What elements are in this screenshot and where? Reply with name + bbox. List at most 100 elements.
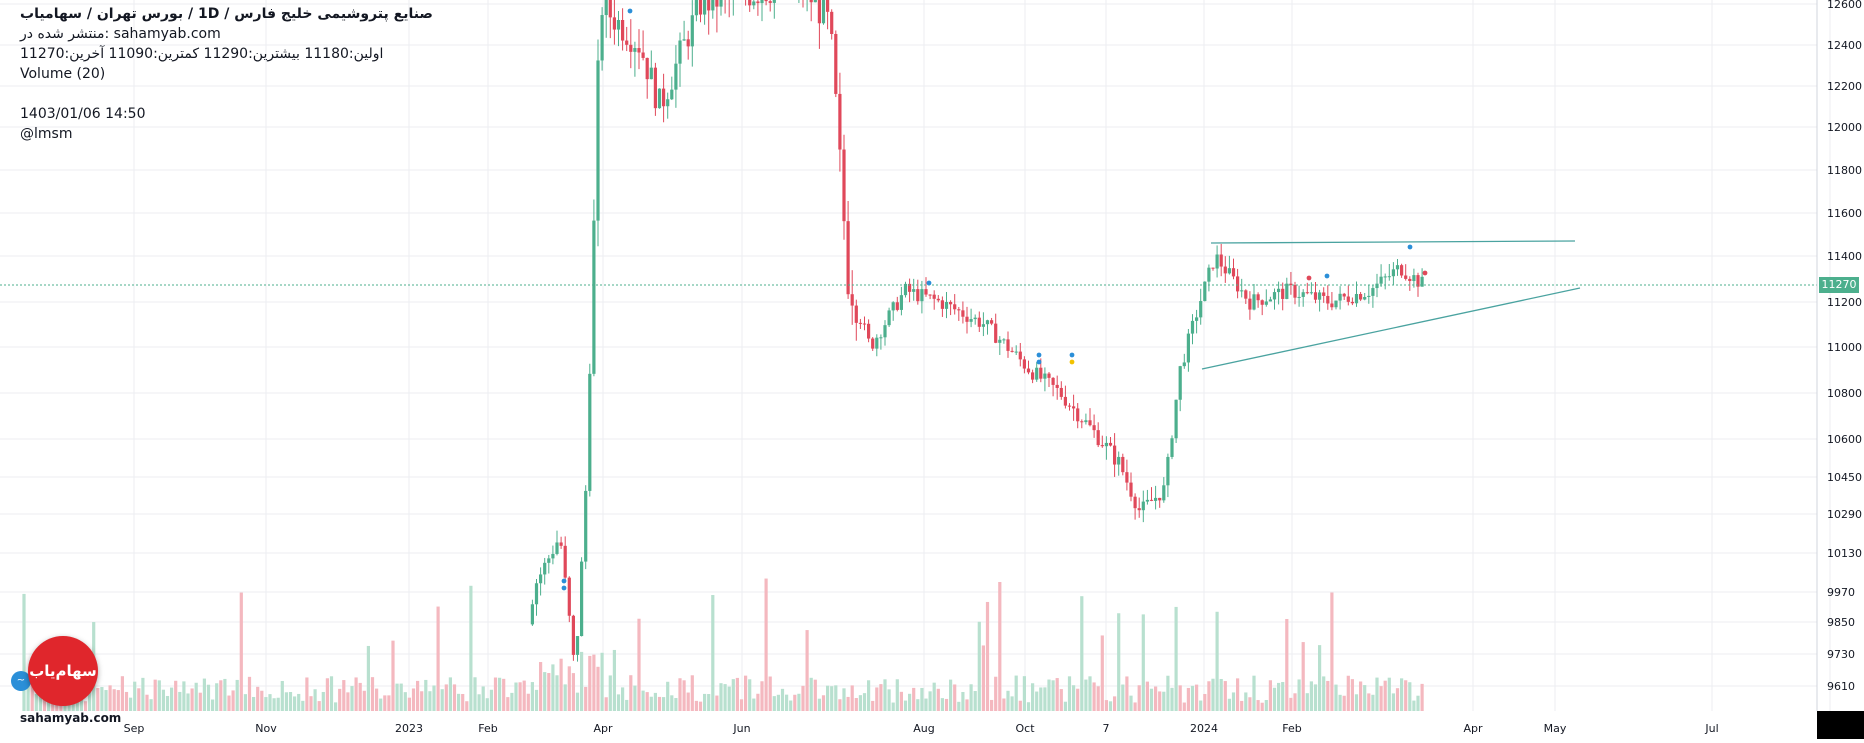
volume-bar [301,700,305,711]
volume-bar [247,676,252,711]
volume-bar [949,679,953,711]
x-tick-label: Aug [913,722,934,735]
volume-bar [1338,694,1342,711]
candle-body [748,0,752,6]
volume-bar [1371,694,1375,711]
volume-bar [313,689,317,711]
timestamp: 1403/01/06 14:50 [20,106,146,122]
volume-bar [522,680,526,711]
volume-bar [457,693,461,711]
volume-bar [366,645,370,711]
candle-body [1383,276,1387,278]
candle-body [821,0,826,24]
candle-body [539,574,543,584]
volume-bar [1043,687,1047,711]
volume-bar [793,694,797,711]
candle-body [1080,421,1084,423]
volume-bar [703,693,707,711]
candle-body [580,561,584,637]
volume-bar [1281,682,1285,711]
candle-body [1391,269,1395,277]
volume-bar [588,655,592,711]
volume-bar [1330,592,1334,711]
volume-bar [387,695,391,711]
volume-bar [571,673,575,711]
volume-bar [539,662,543,711]
candle-body [772,0,776,3]
candle-body [1256,294,1260,301]
candle-body [1240,290,1244,292]
volume-bar [133,681,137,711]
volume-bar [1104,700,1108,711]
candle-body [686,39,690,47]
volume-bar [1018,700,1022,711]
volume-bar [686,692,690,711]
volume-bar [883,679,887,711]
candle-body [1318,292,1322,300]
volume-bar [932,682,936,711]
y-tick-label: 9850 [1827,616,1855,629]
sahamyab-logo[interactable]: سهام‌یاب [28,636,98,706]
volume-label: Volume (20) [20,66,106,82]
candle-body [1166,456,1170,486]
volume-bar [1158,691,1162,711]
candle-body [879,337,883,339]
candle-body [649,67,653,80]
candle-body [670,89,674,100]
volume-bar [1285,618,1289,711]
volume-bar [1289,697,1293,711]
volume-bar [161,689,165,711]
candle-body [895,302,899,310]
volume-bar [198,692,202,711]
volume-bar [256,686,260,711]
volume-bar [1256,700,1260,711]
volume-bar [370,677,375,711]
volume-bar [543,672,547,711]
candle-body [682,39,686,41]
candle-body [858,322,862,324]
volume-bar [1252,675,1256,711]
volume-bar [75,697,79,711]
volume-bar [317,701,321,711]
volume-bar [1248,697,1252,711]
volume-bar [575,692,580,711]
volume-bar [202,678,206,711]
volume-bar [682,680,686,711]
candle-body [912,289,916,292]
volume-bar [1199,700,1203,711]
author: @lmsm [20,126,73,142]
volume-bar [723,684,727,711]
candle-body [1350,301,1354,304]
volume-bar [645,692,649,711]
candle-body [1125,472,1129,483]
candle-body [850,294,854,306]
x-tick-label: 2023 [395,722,423,735]
volume-bar [744,675,748,711]
candle-body [612,17,616,30]
candle-body [887,310,891,326]
y-tick-label: 9970 [1827,586,1855,599]
volume-bar [965,699,969,711]
volume-bar [284,692,288,711]
volume-bar [1113,696,1117,711]
candle-body [621,20,625,41]
volume-bar [280,680,284,711]
volume-bar [785,694,789,711]
volume-bar [1076,688,1080,711]
volume-bar [551,664,555,711]
candle-body [1195,317,1199,321]
candle-body [666,99,670,107]
candle-body [1199,301,1203,318]
volume-bar [1404,680,1408,711]
volume-bar [165,695,170,711]
y-tick-label: 10800 [1827,387,1862,400]
volume-bar [694,700,698,711]
volume-bar [1354,694,1359,711]
volume-bar [1272,687,1277,711]
volume-bar [231,690,235,711]
candle-body [707,0,711,11]
volume-bar [731,679,735,711]
volume-bar [809,677,813,711]
